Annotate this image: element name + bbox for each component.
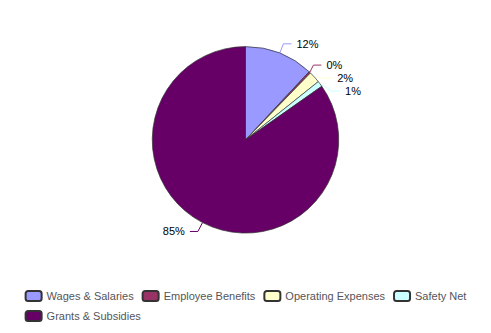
svg-text:Operating Expenses: Operating Expenses [285, 290, 385, 302]
svg-text:1%: 1% [345, 85, 361, 97]
svg-text:Safety Net: Safety Net [415, 290, 466, 302]
svg-text:12%: 12% [296, 38, 318, 50]
svg-text:2%: 2% [337, 72, 353, 84]
svg-text:Employee Benefits: Employee Benefits [164, 290, 256, 302]
svg-text:Grants & Subsidies: Grants & Subsidies [47, 310, 142, 322]
svg-text:Wages & Salaries: Wages & Salaries [47, 290, 135, 302]
svg-text:85%: 85% [163, 225, 185, 237]
svg-text:0%: 0% [326, 59, 342, 71]
